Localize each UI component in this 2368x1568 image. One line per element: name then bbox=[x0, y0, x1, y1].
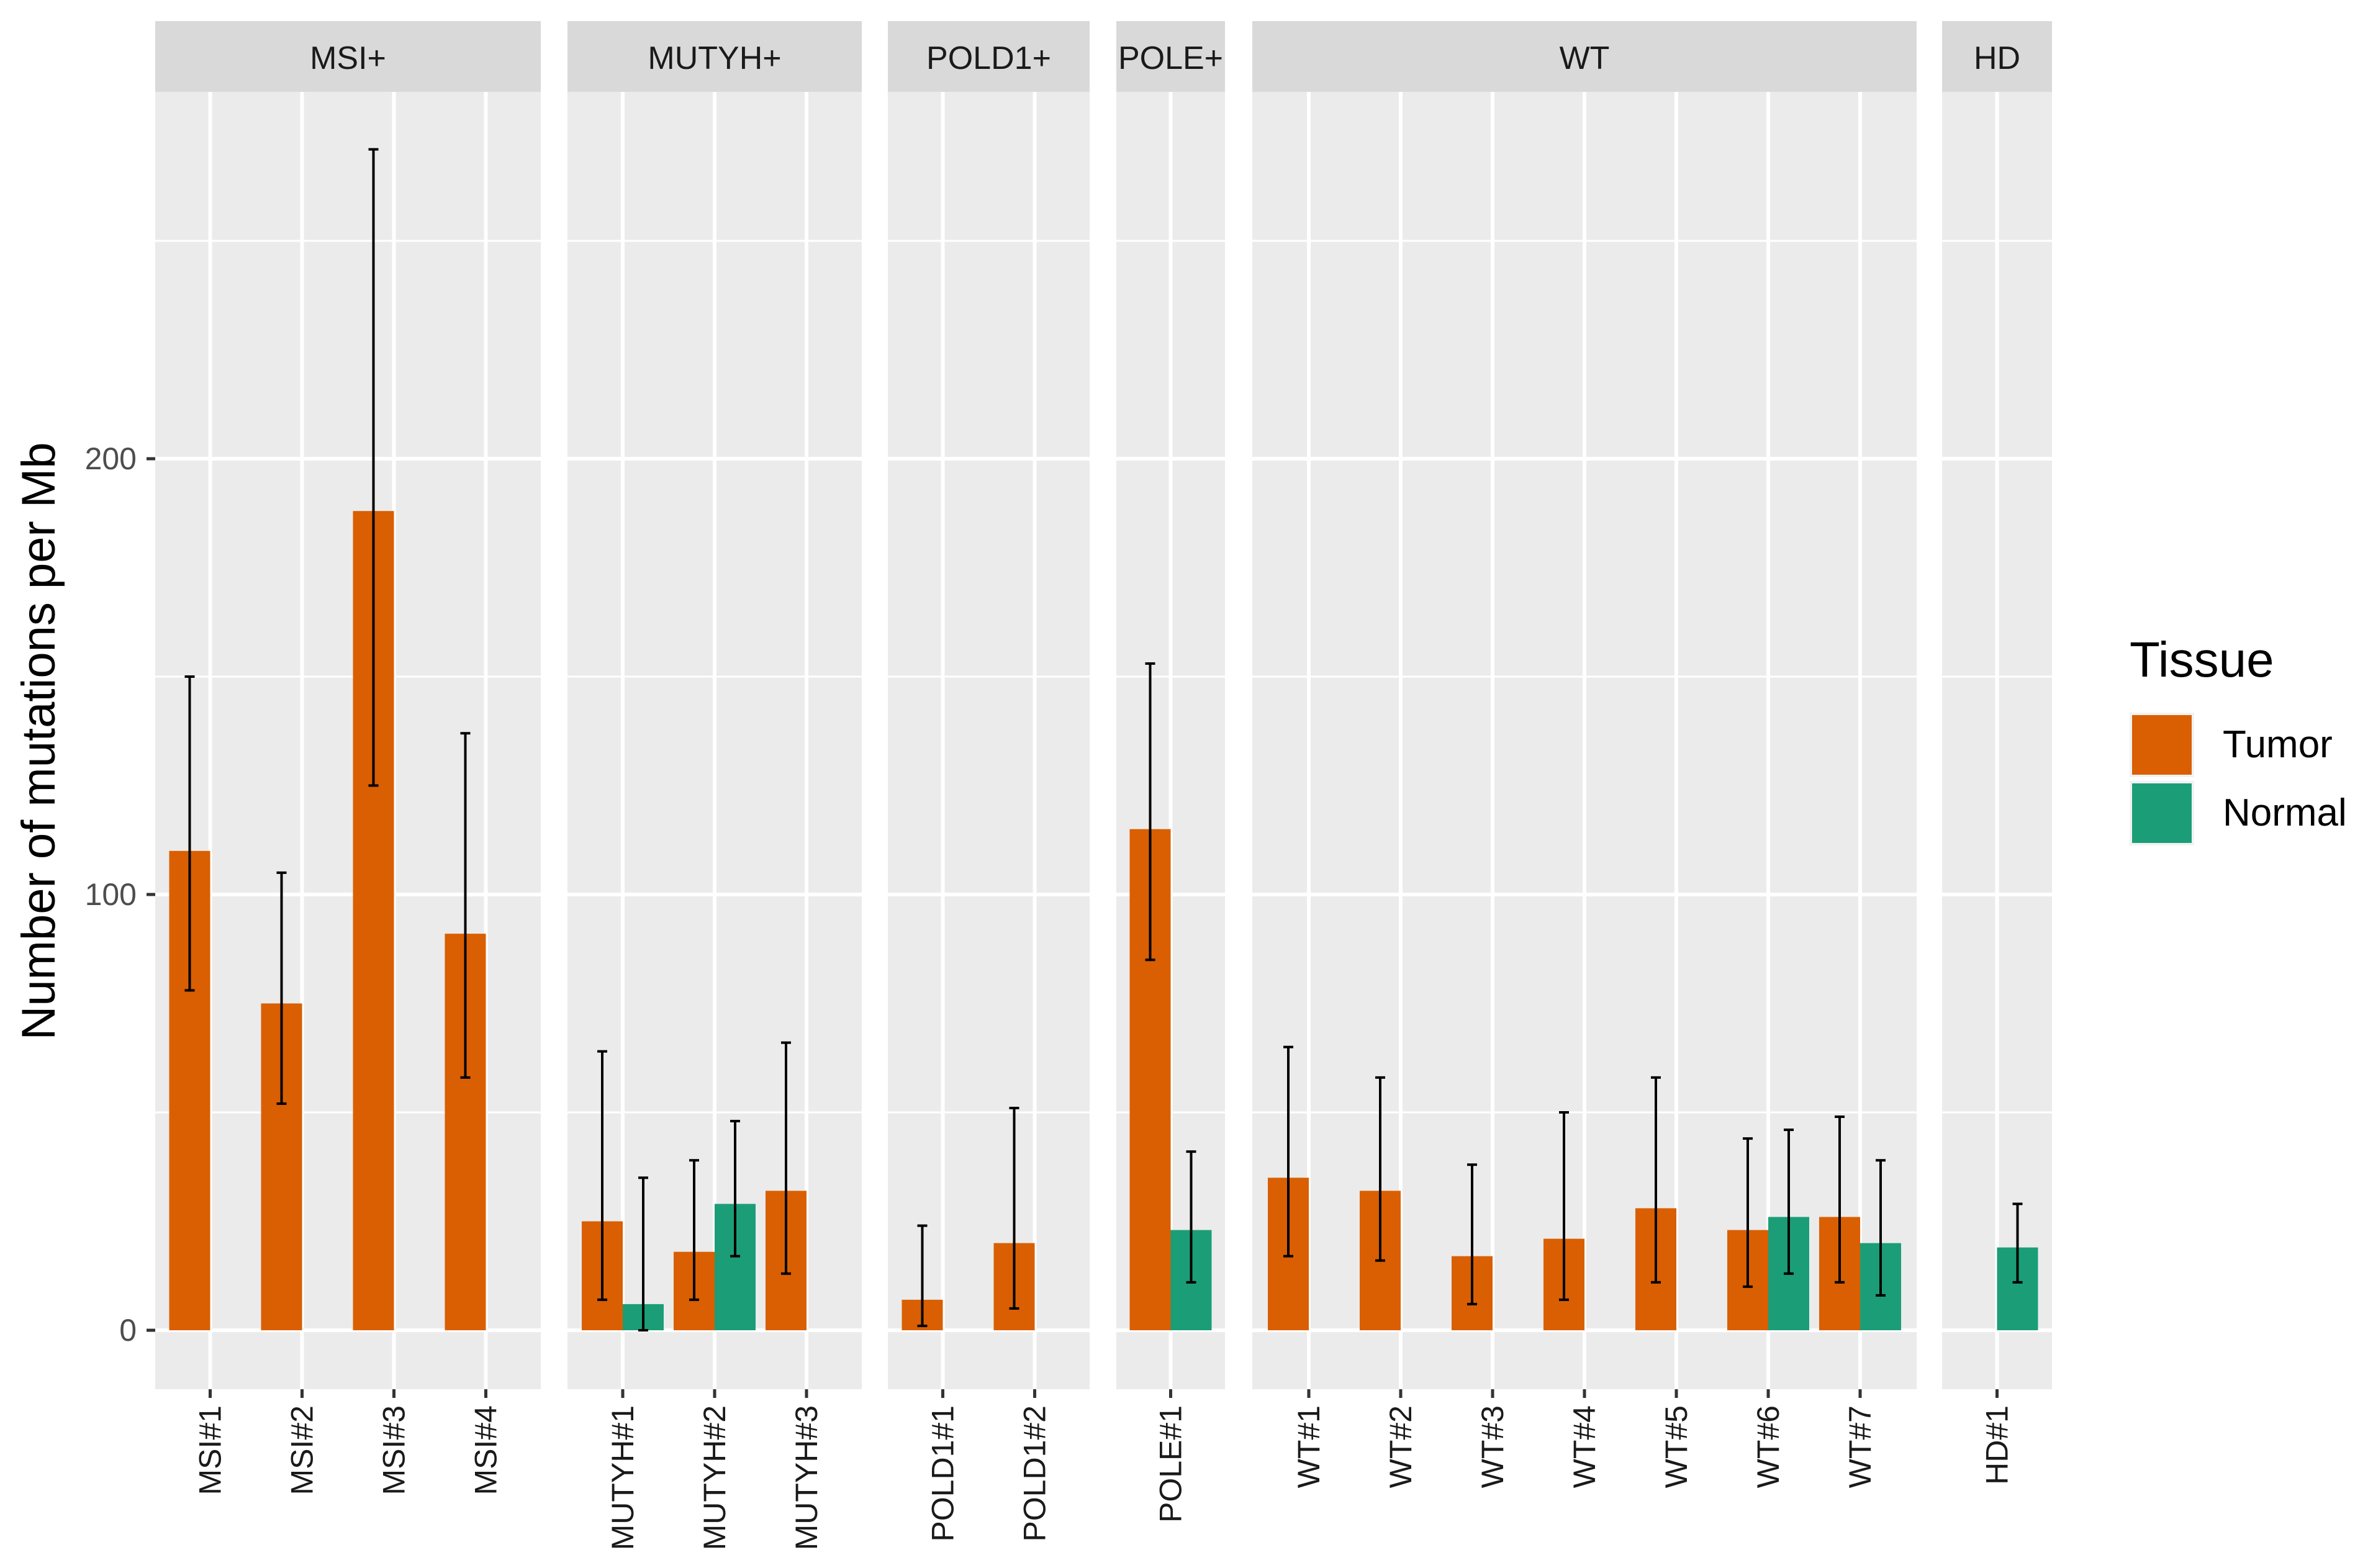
x-tick-label: HD#1 bbox=[1980, 1405, 2015, 1485]
x-tick-label: POLE#1 bbox=[1154, 1405, 1188, 1523]
x-tick-label: MSI#1 bbox=[193, 1405, 228, 1495]
facet-panel: MSI+ MSI#1 MSI#2 MSI#3 MSI#4 bbox=[155, 21, 541, 1495]
x-tick-label: MSI#2 bbox=[285, 1405, 320, 1495]
x-tick-label: POLD1#2 bbox=[1018, 1405, 1052, 1542]
facet-strip bbox=[1116, 21, 1225, 92]
x-tick-label: WT#2 bbox=[1383, 1405, 1418, 1488]
facet-strip-label: WT bbox=[1560, 40, 1610, 76]
x-tick-label: MUTYH#3 bbox=[789, 1405, 824, 1550]
facet-strip-label: MSI+ bbox=[310, 40, 386, 76]
facet-strip-label: POLD1+ bbox=[926, 40, 1051, 76]
facet-panel: POLD1+ POLD1#1 POLD1#2 bbox=[888, 21, 1090, 1542]
facet-strip-label: MUTYH+ bbox=[648, 40, 781, 76]
facet-strip-label: POLE+ bbox=[1118, 40, 1223, 76]
y-tick-label: 200 bbox=[85, 441, 137, 476]
facet-strip bbox=[1252, 21, 1917, 92]
facet-strip bbox=[567, 21, 862, 92]
legend-title: Tissue bbox=[2130, 632, 2274, 687]
y-tick-label: 100 bbox=[85, 877, 137, 912]
x-tick-label: MUTYH#2 bbox=[697, 1405, 732, 1550]
y-axis: Number of mutations per Mb 0 100 200 bbox=[12, 441, 155, 1348]
x-tick-label: WT#7 bbox=[1843, 1405, 1878, 1488]
facet-panel: POLE+ POLE#1 bbox=[1116, 21, 1225, 1523]
panel-background bbox=[888, 92, 1090, 1389]
x-tick-label: WT#1 bbox=[1291, 1405, 1326, 1488]
y-tick-label: 0 bbox=[119, 1313, 137, 1348]
facet-strip bbox=[1942, 21, 2052, 92]
facet-panel: WT WT#1 WT#2 WT#3 WT#4 WT#5 WT#6 WT#7 bbox=[1252, 21, 1917, 1488]
facet-panel: MUTYH+ MUTYH#1 MUTYH#2 MUTYH#3 bbox=[567, 21, 862, 1550]
x-tick-label: WT#4 bbox=[1567, 1405, 1602, 1488]
legend-swatch-normal bbox=[2132, 783, 2192, 843]
x-tick-label: MUTYH#1 bbox=[605, 1405, 640, 1550]
facet-panel: HD HD#1 bbox=[1942, 21, 2052, 1485]
legend-label-normal: Normal bbox=[2223, 791, 2347, 834]
x-tick-label: MSI#3 bbox=[377, 1405, 412, 1495]
facet-strip bbox=[888, 21, 1090, 92]
x-tick-label: WT#6 bbox=[1751, 1405, 1786, 1488]
legend-entries: Tumor Normal bbox=[2130, 713, 2347, 845]
x-tick-label: POLD1#1 bbox=[926, 1405, 960, 1542]
legend: Tissue Tumor Normal bbox=[2130, 632, 2347, 845]
legend-swatch-tumor bbox=[2132, 715, 2192, 775]
x-tick-label: WT#5 bbox=[1659, 1405, 1694, 1488]
x-tick-label: MSI#4 bbox=[469, 1405, 504, 1495]
legend-label-tumor: Tumor bbox=[2223, 723, 2333, 766]
facet-strip bbox=[155, 21, 541, 92]
x-tick-label: WT#3 bbox=[1475, 1405, 1510, 1488]
facet-strip-label: HD bbox=[1974, 40, 2020, 76]
y-axis-label: Number of mutations per Mb bbox=[12, 442, 65, 1040]
